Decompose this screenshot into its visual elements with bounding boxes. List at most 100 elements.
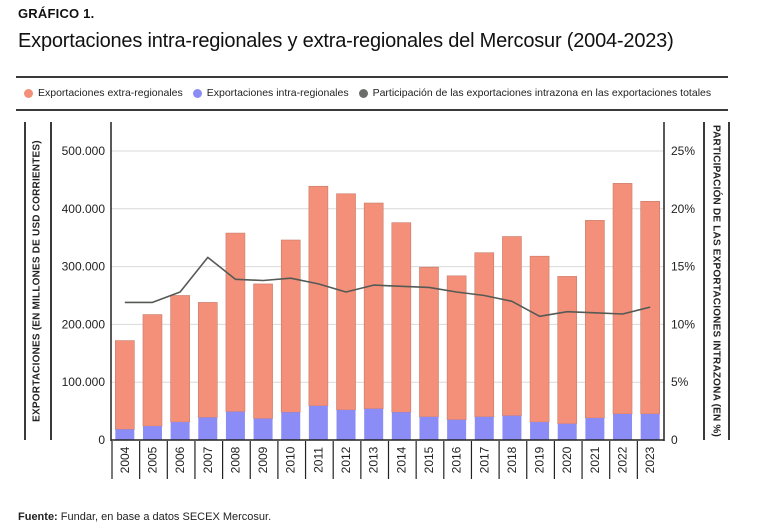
y2-tick-label: 20% (671, 202, 695, 216)
bar-intra-regional (502, 415, 522, 440)
legend-top-rule (16, 76, 728, 78)
x-tick-label: 2016 (450, 446, 464, 473)
bar-intra-regional (225, 411, 245, 440)
bar-intra-regional (281, 412, 301, 440)
legend-swatch-share (358, 88, 368, 98)
bar-extra-regional (336, 193, 356, 411)
bar-extra-regional (502, 236, 522, 417)
bar-extra-regional (419, 266, 439, 418)
y2-tick-label: 15% (671, 260, 695, 274)
x-tick-label: 2020 (560, 446, 574, 473)
legend-item-extra: Exportaciones extra-regionales (24, 87, 183, 99)
legend-swatch-intra (192, 88, 202, 98)
y-tick-labels-right: 0 5% 10% 15% 20% 25% (671, 144, 695, 447)
bar-intra-regional (198, 417, 218, 440)
bar-intra-regional (447, 419, 467, 440)
bar-intra-regional (613, 413, 633, 440)
legend-swatch-extra (24, 88, 33, 98)
x-tick-label: 2023 (643, 446, 657, 473)
x-tick-label: 2015 (422, 446, 436, 473)
x-tick-label: 2011 (311, 447, 325, 473)
bar-extra-regional (225, 232, 246, 412)
legend-label-intra: Exportaciones intra-regionales (206, 87, 349, 99)
bar-extra-regional (391, 222, 412, 413)
y-tick-label: 100.000 (62, 375, 106, 389)
y2-tick-label: 10% (671, 317, 695, 331)
bar-extra-regional (170, 295, 190, 423)
x-tick-label: 2013 (367, 446, 381, 473)
y2-tick-label: 5% (671, 375, 689, 389)
bar-extra-regional (474, 252, 495, 418)
y-tick-label: 300.000 (62, 260, 106, 274)
legend: Exportaciones extra-regionales Exportaci… (24, 85, 711, 101)
source-text: Fundar, en base a datos SECEX Mercosur. (57, 511, 272, 523)
bar-extra-regional (308, 185, 329, 407)
y-tick-label: 200.000 (62, 317, 106, 331)
axes (110, 122, 665, 441)
bar-extra-regional (280, 239, 301, 413)
x-tick-label: 2019 (533, 446, 547, 473)
y-tick-label: 400.000 (62, 202, 106, 216)
x-tick-label: 2004 (118, 446, 132, 473)
x-tick-label: 2021 (588, 446, 602, 473)
x-tick-label: 2022 (616, 446, 630, 473)
x-tick-label: 2007 (201, 446, 215, 473)
y2-tick-label: 25% (671, 144, 695, 158)
share-line-group (124, 256, 651, 318)
bar-extra-regional (557, 276, 578, 425)
bar-intra-regional (557, 423, 577, 440)
x-tick-label: 2014 (394, 446, 408, 473)
x-tick-label: 2012 (339, 446, 353, 473)
x-tick-labels: 2004 2005 2006 2007 2008 2009 2010 2011 2012 2013… (111, 441, 657, 479)
bar-intra-regional (585, 418, 605, 440)
y-tick-label: 0 (98, 433, 105, 447)
bar-intra-regional (640, 413, 660, 440)
bar-extra-regional (529, 255, 550, 423)
bar-extra-regional (363, 202, 384, 410)
source-label: Fuente: (18, 511, 58, 523)
y-tick-label: 500.000 (62, 144, 106, 158)
bar-extra-regional (612, 183, 633, 415)
x-tick-label: 2009 (256, 446, 270, 473)
legend-item-intra: Exportaciones intra-regionales (192, 87, 349, 99)
bar-intra-regional (364, 408, 384, 440)
legend-bottom-rule (16, 109, 728, 111)
x-tick-label: 2018 (505, 446, 519, 473)
bar-extra-regional (585, 220, 605, 419)
bar-intra-regional (308, 405, 328, 440)
chart-kicker: GRÁFICO 1. (18, 6, 95, 21)
bar-intra-regional (115, 429, 135, 440)
bar-intra-regional (530, 422, 550, 440)
gridlines (111, 150, 664, 383)
right-title-rule-1 (703, 122, 705, 440)
bar-intra-regional (391, 412, 411, 440)
x-tick-label: 2005 (145, 446, 159, 473)
share-line (124, 256, 651, 318)
bar-intra-regional (474, 416, 494, 440)
legend-label-share: Participación de las exportaciones intra… (372, 87, 712, 99)
bar-extra-regional (115, 340, 135, 430)
x-tick-label: 2006 (173, 446, 187, 473)
left-title-rule-1 (24, 122, 26, 440)
bar-extra-regional (253, 283, 273, 419)
x-tick-label: 2010 (284, 446, 298, 473)
bar-extra-regional (197, 302, 218, 418)
bar-intra-regional (170, 422, 190, 440)
bar-intra-regional (419, 416, 439, 440)
x-tick-label: 2008 (228, 446, 242, 473)
bar-intra-regional (336, 409, 356, 440)
bar-extra-regional (446, 275, 467, 421)
chart-title: Exportaciones intra-regionales y extra-r… (18, 30, 674, 52)
y-tick-labels-left: 0 100.000 200.000 300.000 400.000 500.000 (62, 144, 106, 447)
source-note: Fuente: Fundar, en base a datos SECEX Me… (18, 511, 271, 523)
legend-label-extra: Exportaciones extra-regionales (38, 87, 183, 99)
x-tick-label: 2017 (477, 446, 491, 473)
bars (115, 183, 660, 440)
right-title-rule-2 (728, 122, 730, 440)
bar-extra-regional (142, 314, 163, 427)
y2-tick-label: 0 (671, 433, 678, 447)
legend-item-share: Participación de las exportaciones intra… (358, 87, 712, 99)
left-title-rule-2 (50, 122, 52, 440)
bar-intra-regional (253, 418, 273, 440)
